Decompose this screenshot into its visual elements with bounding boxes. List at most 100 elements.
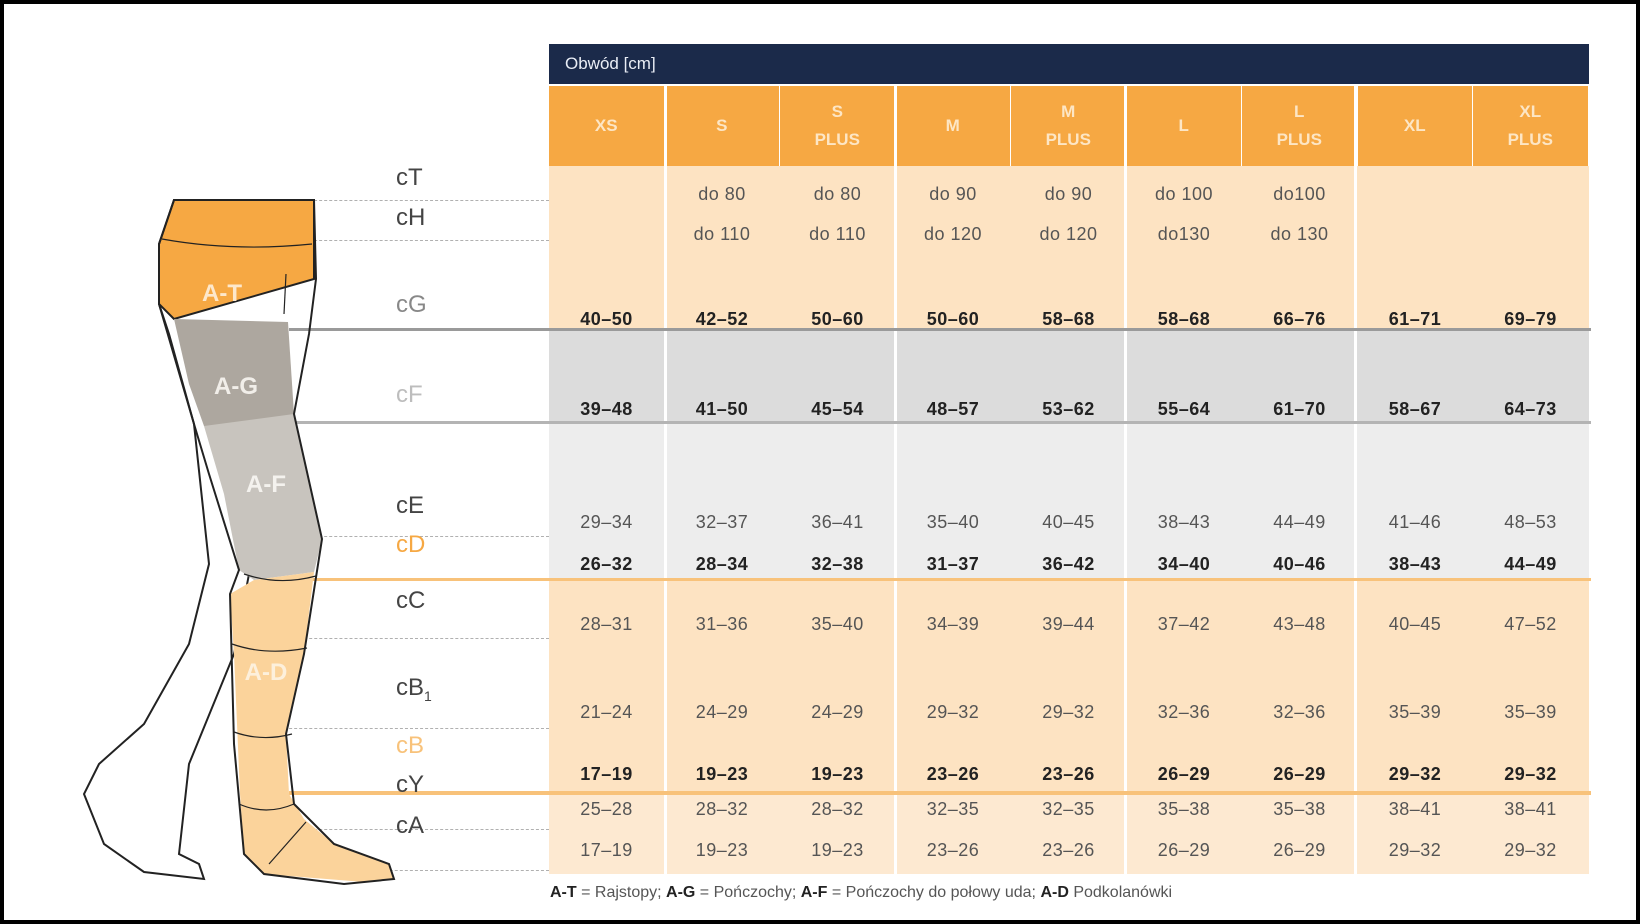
- table-cell: 39–44: [1042, 614, 1095, 634]
- size-suffix: PLUS: [814, 130, 860, 149]
- row-guide-line: [274, 728, 549, 729]
- table-cell: 47–52: [1504, 614, 1557, 634]
- table-cell: 58–67: [1388, 399, 1442, 419]
- band-ag: [549, 329, 1589, 422]
- legend-ad-text: Podkolanówki: [1068, 884, 1173, 901]
- table-cell: do 80: [698, 184, 746, 204]
- size-name: XL: [1519, 102, 1542, 121]
- table-cell: do 100: [1154, 184, 1214, 204]
- table-cell: 69–79: [1504, 309, 1557, 329]
- table-cell: 28–34: [695, 554, 749, 574]
- size-header-cell: S: [664, 86, 779, 166]
- size-header-cell: XL PLUS: [1473, 86, 1588, 166]
- table-cell: do130: [1157, 224, 1211, 244]
- legend: A-T = Rajstopy; A-G = Pończochy; A-F = P…: [550, 884, 1172, 902]
- table-cell: 21–24: [580, 702, 633, 722]
- size-name: S: [716, 116, 728, 135]
- table-cell: 35–40: [926, 512, 980, 532]
- table-cell: do 110: [693, 224, 751, 244]
- zone-af-shape: [204, 414, 322, 580]
- size-header-cell: XL: [1357, 86, 1472, 166]
- table-cell: 19–23: [811, 840, 864, 860]
- table-cell: 29–32: [1504, 764, 1557, 784]
- legend-at-key: A-T: [550, 884, 577, 901]
- table-cell: 40–45: [1042, 512, 1095, 532]
- row-label-cb: cB: [396, 732, 425, 759]
- table-cell: 61–70: [1273, 399, 1326, 419]
- table-cell: 53–62: [1042, 399, 1095, 419]
- table-cell: 29–32: [1042, 702, 1095, 722]
- table-cell: do 90: [1044, 184, 1093, 204]
- table-cell: 17–19: [580, 764, 633, 784]
- table-cell: 32–37: [695, 512, 749, 532]
- table-cell: do 110: [809, 224, 866, 244]
- size-header-cell: M PLUS: [1011, 86, 1126, 166]
- size-name: XS: [594, 116, 618, 135]
- table-cell: 35–39: [1504, 702, 1557, 722]
- table-cell: 38–43: [1388, 554, 1442, 574]
- row-guide-line: [304, 536, 549, 537]
- table-cell: do 130: [1270, 224, 1329, 244]
- size-chart-frame: Obwód [cm] XS S S PLUS M M PLUS L L PLUS XL XL PLUS …: [4, 4, 1636, 920]
- zone-ad-shape: [230, 572, 394, 882]
- table-cell: 61–71: [1388, 309, 1442, 329]
- table-cell: do 80: [813, 184, 862, 204]
- table-cell: 29–34: [580, 512, 633, 532]
- size-header-cell: L PLUS: [1242, 86, 1357, 166]
- band-foot: [549, 792, 1589, 874]
- table-cell: 24–29: [811, 702, 864, 722]
- table-cell: 23–26: [1042, 764, 1095, 784]
- table-cell: 38–41: [1504, 799, 1557, 819]
- table-cell: 19–23: [695, 764, 749, 784]
- size-name: L: [1294, 102, 1305, 121]
- zone-label-af: A-F: [246, 471, 286, 498]
- column-separator: [1354, 86, 1357, 874]
- table-cell: 26–29: [1157, 764, 1211, 784]
- table-cell: 38–43: [1157, 512, 1211, 532]
- size-name: XL: [1403, 116, 1426, 135]
- table-cell: do 90: [929, 184, 977, 204]
- table-cell: 23–26: [926, 764, 980, 784]
- table-cell: 25–28: [580, 799, 633, 819]
- table-cell: 19–23: [811, 764, 864, 784]
- table-cell: do100: [1273, 184, 1326, 204]
- size-header-cell: S PLUS: [780, 86, 895, 166]
- row-label-cf: cF: [396, 381, 423, 408]
- size-name: L: [1178, 116, 1189, 135]
- row-label-ct: cT: [396, 164, 423, 191]
- zone-label-ag: A-G: [214, 373, 258, 400]
- legend-ag-key: A-G: [666, 884, 696, 901]
- table-cell: 24–29: [695, 702, 749, 722]
- size-header-cell: L: [1126, 86, 1241, 166]
- table-cell: 41–50: [695, 399, 749, 419]
- zone-label-ad: A-D: [245, 659, 288, 686]
- table-cell: 36–42: [1042, 554, 1095, 574]
- row-guide-line: [294, 829, 549, 830]
- row-label-ch: cH: [396, 204, 426, 231]
- table-cell: 19–23: [695, 840, 749, 860]
- row-guide-line: [304, 240, 549, 241]
- table-cell: 40–45: [1388, 614, 1442, 634]
- table-cell: 40–50: [580, 309, 633, 329]
- table-cell: 44–49: [1273, 512, 1326, 532]
- size-suffix: PLUS: [1507, 130, 1553, 149]
- table-cell: 40–46: [1273, 554, 1326, 574]
- table-cell: 35–40: [811, 614, 864, 634]
- table-cell: 50–60: [811, 309, 864, 329]
- table-cell: 29–32: [1504, 840, 1557, 860]
- table-cell: 28–32: [695, 799, 749, 819]
- size-header-cell: XS: [549, 86, 664, 166]
- table-title: Obwód [cm]: [565, 54, 656, 73]
- table-cell: 17–19: [580, 840, 633, 860]
- table-cell: 35–38: [1157, 799, 1211, 819]
- table-cell: 41–46: [1388, 512, 1442, 532]
- legend-at-text: = Rajstopy;: [576, 884, 667, 901]
- table-cell: 26–29: [1273, 840, 1326, 860]
- row-guide-line: [304, 200, 549, 201]
- table-cell: 38–41: [1388, 799, 1442, 819]
- table-cell: 28–32: [811, 799, 864, 819]
- table-cell: 35–38: [1273, 799, 1326, 819]
- table-cell: 42–52: [695, 309, 749, 329]
- table-cell: do 120: [1039, 224, 1098, 244]
- band-ad: [549, 580, 1589, 792]
